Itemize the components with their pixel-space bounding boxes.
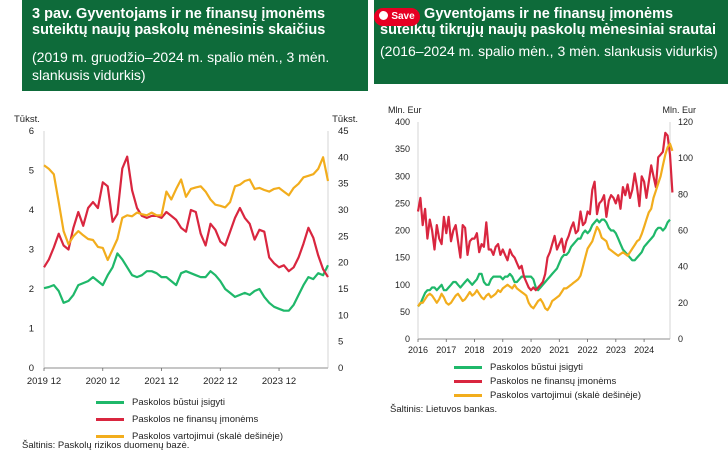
x-tick-label: 2020 12	[86, 376, 120, 387]
y-tick-label-right: 20	[338, 258, 349, 269]
x-tick-label: 2021 12	[144, 376, 178, 387]
figure-4-source: Šaltinis: Lietuvos bankas.	[390, 404, 498, 415]
figure-4-subtitle: (2016–2024 m. spalio mėn., 3 mėn. slanku…	[380, 43, 718, 59]
figure-4-panel: 4 pav. Gyventojams ir ne finansų įmonėms…	[374, 0, 728, 455]
y-tick-label-right: 15	[338, 284, 349, 295]
y-axis-label-right: Tūkst.	[332, 114, 358, 125]
figure-3-subtitle: (2019 m. gruodžio–2024 m. spalio mėn., 3…	[32, 49, 330, 83]
legend-label: Paskolos būstui įsigyti	[132, 397, 225, 408]
figure-3-panel: 3 pav. Gyventojams ir ne finansų įmonėms…	[14, 0, 368, 451]
y-tick-label-left: 0	[29, 363, 34, 374]
series-line	[43, 155, 329, 278]
y-tick-label-left: 100	[395, 280, 410, 290]
x-tick-label: 2019	[493, 345, 513, 355]
x-tick-label: 2017	[436, 345, 456, 355]
figure-4-header: 4 pav. Gyventojams ir ne finansų įmonėms…	[374, 0, 728, 84]
series-line	[416, 131, 674, 292]
y-tick-label-left: 6	[29, 126, 34, 137]
y-tick-label-right: 0	[338, 363, 343, 374]
y-tick-label-left: 350	[395, 144, 410, 154]
y-tick-label-left: 50	[400, 307, 410, 317]
legend-swatch-orange	[96, 435, 124, 438]
y-tick-label-right: 30	[338, 205, 349, 216]
y-tick-label-right: 100	[678, 153, 693, 163]
y-tick-label-left: 250	[395, 198, 410, 208]
legend-label: Paskolos vartojimui (skalė dešinėje)	[132, 431, 284, 442]
y-tick-label-right: 0	[678, 334, 683, 344]
y-tick-label-left: 150	[395, 253, 410, 263]
y-tick-label-right: 10	[338, 310, 349, 321]
y-tick-label-left: 400	[395, 117, 410, 127]
y-tick-label-right: 40	[338, 152, 349, 163]
legend-item-business: Paskolos ne finansų įmonėms	[454, 374, 641, 388]
y-tick-label-right: 5	[338, 337, 343, 348]
y-tick-label-left: 200	[395, 226, 410, 236]
legend-swatch-red	[96, 418, 124, 421]
legend-swatch-red	[454, 379, 482, 383]
legend-item-housing: Paskolos būstui įsigyti	[454, 360, 641, 374]
y-tick-label-right: 25	[338, 231, 349, 242]
x-tick-label: 2024	[634, 345, 654, 355]
y-tick-label-right: 45	[338, 126, 349, 137]
x-tick-label: 2022	[578, 345, 598, 355]
legend-label: Paskolos vartojimui (skalė dešinėje)	[490, 389, 642, 401]
figure-3-legend: Paskolos būstui įsigyti Paskolos ne fina…	[96, 394, 283, 445]
y-tick-label-right: 60	[678, 226, 688, 236]
legend-item-business: Paskolos ne finansų įmonėms	[96, 411, 283, 428]
series-line	[417, 142, 674, 312]
y-tick-label-right: 40	[678, 262, 688, 272]
figure-3-header: 3 pav. Gyventojams ir ne finansų įmonėms…	[22, 0, 368, 91]
legend-item-consumer: Paskolos vartojimui (skalė dešinėje)	[96, 428, 283, 445]
x-tick-label: 2022 12	[203, 376, 237, 387]
legend-label: Paskolos ne finansų įmonėms	[132, 414, 259, 425]
save-button[interactable]: Save	[374, 8, 420, 26]
y-tick-label-left: 4	[29, 205, 34, 216]
series-line	[43, 252, 329, 312]
y-tick-label-right: 80	[678, 189, 688, 199]
y-tick-label-right: 120	[678, 117, 693, 127]
x-tick-label: 2020	[521, 345, 541, 355]
pin-icon	[379, 11, 389, 20]
y-tick-label-left: 1	[29, 324, 34, 335]
x-tick-label: 2016	[408, 345, 428, 355]
legend-item-housing: Paskolos būstui įsigyti	[96, 394, 283, 411]
y-tick-label-left: 2	[29, 284, 34, 295]
figure-3-title: 3 pav. Gyventojams ir ne finansų įmonėms…	[32, 6, 326, 38]
series-line	[43, 156, 330, 262]
y-tick-label-left: 0	[405, 334, 410, 344]
figure-4-chart: 0 50 100 150 200 250 300 350 400 0 20 40 60 80 100 120 M…	[388, 105, 696, 355]
y-axis-label-left: Mln. Eur	[388, 105, 422, 115]
y-tick-label-right: 35	[338, 179, 349, 190]
legend-swatch-green	[454, 365, 482, 369]
figure-4-legend: Paskolos būstui įsigyti Paskolos ne fina…	[454, 360, 641, 402]
legend-label: Paskolos ne finansų įmonėms	[490, 375, 617, 387]
y-tick-label-right: 20	[678, 298, 688, 308]
y-tick-label-left: 300	[395, 171, 410, 181]
x-tick-label: 2023 12	[262, 376, 296, 387]
legend-label: Paskolos būstui įsigyti	[490, 361, 583, 373]
legend-swatch-green	[96, 401, 124, 404]
legend-swatch-orange	[454, 393, 482, 397]
figure-3-source: Šaltinis: Paskolų rizikos duomenų bazė.	[22, 440, 190, 451]
x-tick-label: 2019 12	[27, 376, 61, 387]
x-tick-label: 2023	[606, 345, 626, 355]
x-tick-label: 2018	[465, 345, 485, 355]
y-axis-label-left: Tūkst.	[14, 114, 40, 125]
legend-item-consumer: Paskolos vartojimui (skalė dešinėje)	[454, 388, 641, 402]
figure-4-title: 4 pav. Gyventojams ir ne finansų įmonėms…	[380, 6, 716, 38]
y-axis-label-right: Mln. Eur	[662, 105, 696, 115]
save-button-label: Save	[391, 11, 415, 22]
x-tick-label: 2021	[549, 345, 569, 355]
y-tick-label-left: 3	[29, 245, 34, 256]
y-tick-label-left: 5	[29, 166, 34, 177]
